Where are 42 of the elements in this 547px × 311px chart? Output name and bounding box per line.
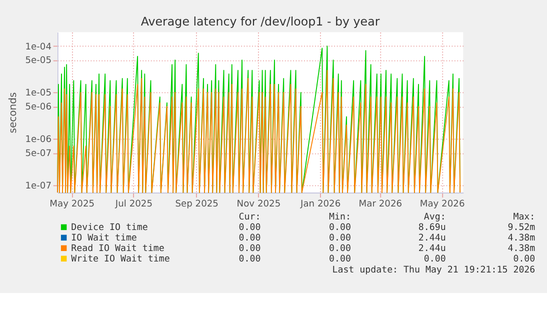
- x-tick-label: Sep 2025: [175, 200, 218, 210]
- text: 0.00: [513, 254, 536, 264]
- legend-label: Read IO Wait time: [71, 244, 164, 254]
- legend-label: Write IO Wait time: [71, 254, 170, 264]
- text: 4.38m: [508, 233, 536, 244]
- x-tick-label: Jul 2025: [114, 200, 152, 210]
- line-series: [56, 70, 461, 193]
- text: 0.00: [238, 254, 261, 264]
- x-tick-label: May 2026: [420, 200, 465, 210]
- x-tick-label: Nov 2025: [236, 200, 281, 210]
- x-tick-label: Jan 2026: [300, 200, 341, 210]
- text: 0.00: [329, 254, 351, 264]
- text: 9.52m: [508, 222, 536, 233]
- text: 0.00: [329, 233, 351, 244]
- text: Avg:: [424, 212, 446, 222]
- y-tick-label: 1e-07: [25, 182, 52, 192]
- text: 0.00: [424, 254, 446, 264]
- y-tick-label: 1e-05: [25, 88, 52, 99]
- chart-title: Average latency for /dev/loop1 - by year: [140, 14, 380, 29]
- text: 4.38m: [508, 244, 536, 254]
- text: 0.00: [329, 244, 351, 254]
- y-axis-title: seconds: [8, 92, 20, 134]
- legend-label: Device IO time: [71, 222, 148, 233]
- x-tick-label: Mar 2026: [358, 200, 402, 210]
- y-tick-label: 5e-07: [25, 149, 52, 160]
- text: 0.00: [238, 244, 261, 254]
- text: 0.00: [238, 233, 261, 244]
- text: 0.00: [329, 222, 351, 233]
- text: Cur:: [238, 212, 261, 222]
- y-tick-label: 1e-04: [25, 42, 52, 52]
- text: 2.44u: [418, 233, 446, 244]
- y-tick-label: 5e-06: [25, 102, 52, 113]
- y-tick-label: 1e-06: [25, 135, 52, 146]
- text: Min:: [329, 212, 351, 222]
- text: 8.69u: [418, 222, 446, 233]
- x-tick-label: May 2025: [50, 200, 95, 210]
- legend-label: IO Wait time: [71, 233, 137, 244]
- text: 0.00: [238, 222, 261, 233]
- y-tick-label: 5e-05: [25, 56, 52, 66]
- text: 2.44u: [418, 244, 446, 254]
- text: Max:: [513, 212, 536, 222]
- text: Last update: Thu May 21 19:21:15 2026: [332, 265, 536, 276]
